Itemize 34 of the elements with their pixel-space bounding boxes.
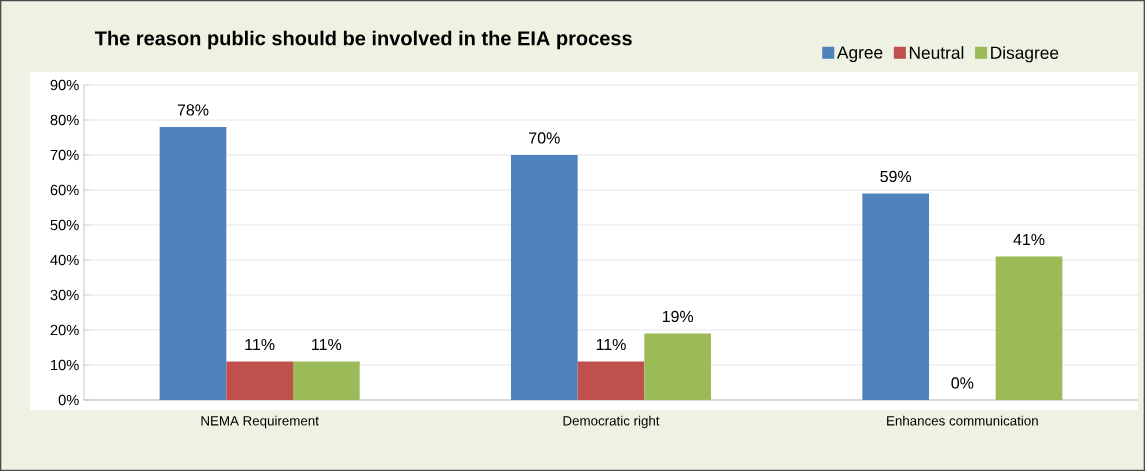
bar	[226, 361, 293, 400]
y-tick-label: 50%	[50, 219, 79, 231]
bar	[511, 155, 578, 400]
bar	[293, 361, 360, 400]
y-tick-label: 80%	[50, 114, 79, 126]
data-label: 59%	[880, 170, 912, 183]
bar	[159, 127, 227, 400]
y-tick-label: 30%	[50, 289, 79, 301]
y-tick-label: 10%	[51, 359, 79, 371]
data-label: 11%	[596, 338, 626, 351]
chart-title: The reason public should be involved in the EIA process	[94, 30, 632, 50]
bar	[862, 193, 930, 400]
y-tick-label: 0%	[58, 394, 79, 406]
x-tick-label: Enhances communication	[887, 415, 1038, 426]
x-tick-label: Democratic right	[563, 415, 660, 429]
bar	[644, 333, 712, 400]
data-label: 0%	[951, 377, 974, 389]
data-label: 41%	[1013, 233, 1045, 246]
x-tick-label: NEMA Requirement	[201, 415, 319, 429]
y-tick-label: 60%	[50, 184, 79, 196]
y-tick-label: 40%	[50, 254, 79, 266]
bar	[577, 361, 645, 400]
data-label: 11%	[312, 338, 342, 351]
legend-label: Agree	[836, 46, 883, 63]
y-tick-label: 20%	[50, 324, 79, 336]
legend-label: Disagree	[991, 46, 1059, 63]
legend-label: Neutral	[909, 46, 964, 59]
data-label: 19%	[662, 310, 694, 323]
data-label: 70%	[529, 132, 560, 144]
y-tick-label: 70%	[50, 149, 79, 161]
bar	[995, 256, 1063, 400]
data-label: 11%	[245, 338, 275, 351]
y-tick-label: 90%	[50, 79, 79, 91]
data-label: 78%	[177, 104, 209, 116]
